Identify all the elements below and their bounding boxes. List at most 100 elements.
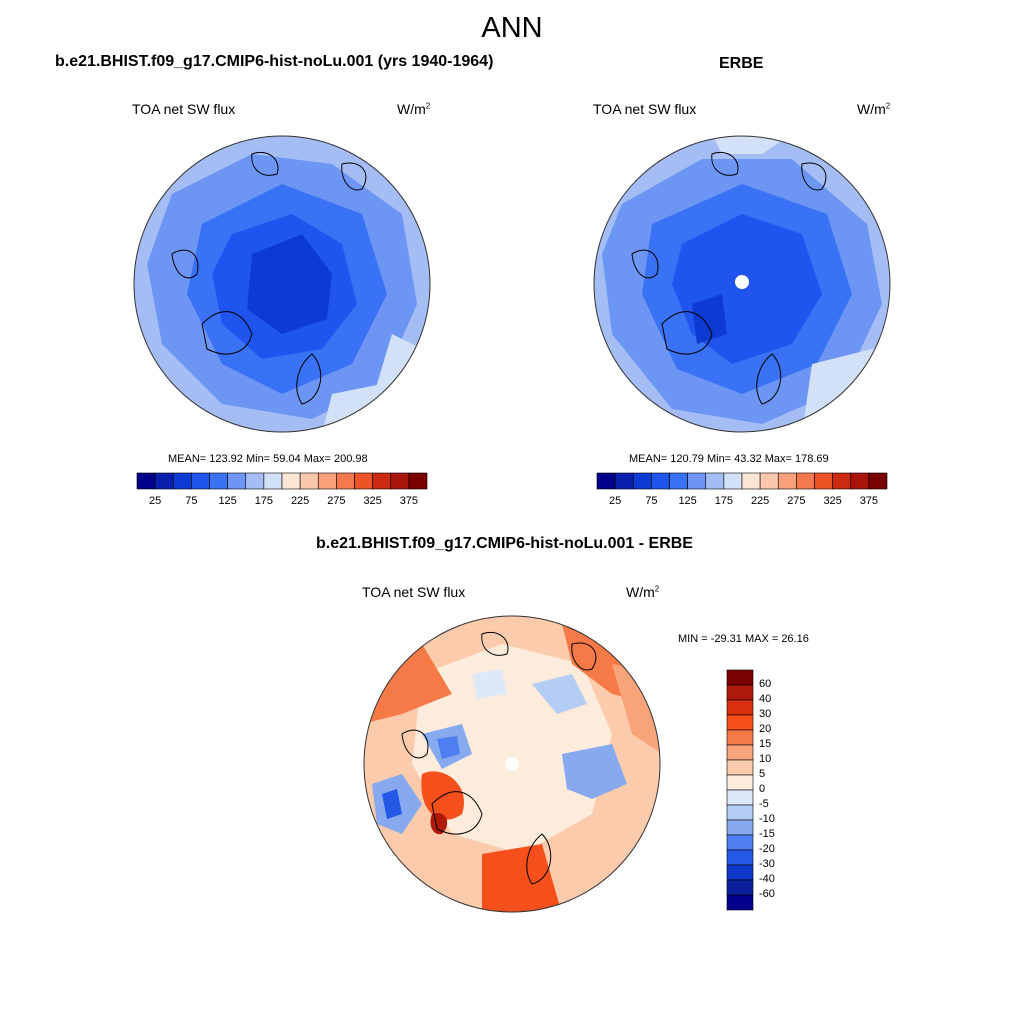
colorbar-tick-label: 5 — [759, 768, 766, 780]
colorbar-swatch — [191, 472, 210, 490]
colorbar-swatch — [227, 472, 247, 490]
colorbar-swatch — [245, 472, 265, 490]
colorbar-swatch — [651, 472, 670, 490]
panel-2-variable-label: TOA net SW flux — [593, 101, 697, 117]
colorbar-swatch — [705, 472, 725, 490]
colorbar-swatch — [669, 472, 688, 490]
colorbar-tick-label: -15 — [759, 828, 775, 840]
colorbar-tick-label: -30 — [759, 858, 775, 870]
colorbar-swatch — [726, 774, 754, 791]
panel-1-units: W/m2 — [397, 101, 431, 117]
colorbar-swatch — [726, 669, 754, 686]
panel-2-colorbar — [596, 472, 888, 490]
panel-1-variable-label: TOA net SW flux — [132, 101, 236, 117]
colorbar-tick-label: 20 — [759, 723, 772, 735]
colorbar-swatch — [336, 472, 355, 490]
colorbar-tick-label: 275 — [327, 495, 346, 507]
colorbar-tick-label: -40 — [759, 873, 775, 885]
colorbar-tick-label: 225 — [750, 495, 770, 507]
panel-1-colorbar — [136, 472, 428, 490]
colorbar-swatch — [726, 684, 754, 701]
colorbar-swatch — [209, 472, 228, 490]
colorbar-swatch — [263, 472, 283, 490]
panel-1-polar-map — [133, 135, 431, 433]
colorbar-tick-label: 75 — [645, 495, 658, 507]
colorbar-swatch — [759, 472, 779, 490]
panel-1-title: b.e21.BHIST.f09_g17.CMIP6-hist-noLu.001 … — [55, 53, 494, 70]
colorbar-swatch — [723, 472, 743, 490]
colorbar-swatch — [726, 744, 754, 761]
panel-3-variable-label: TOA net SW flux — [362, 584, 466, 600]
colorbar-swatch — [726, 699, 754, 716]
panel-3-colorbar-labels: 60 40 30 20 15 10 5 0 -5 -10 -15 -20 -30 -40 -60 — [759, 670, 799, 910]
colorbar-swatch — [726, 864, 754, 881]
panel-3-units: W/m2 — [626, 584, 660, 600]
colorbar-tick-label: 60 — [759, 678, 772, 690]
colorbar-tick-label: 175 — [254, 495, 274, 507]
colorbar-tick-label: 15 — [759, 738, 772, 750]
panel-3-stats: MIN = -29.31 MAX = 26.16 — [678, 633, 809, 645]
colorbar-swatch — [154, 472, 174, 490]
colorbar-swatch — [390, 472, 410, 490]
colorbar-tick-label: -20 — [759, 843, 775, 855]
colorbar-swatch — [726, 804, 754, 821]
colorbar-swatch — [796, 472, 815, 490]
panel-2-stats: MEAN= 120.79 Min= 43.32 Max= 178.69 — [629, 453, 829, 465]
colorbar-swatch — [614, 472, 634, 490]
colorbar-swatch — [408, 472, 428, 490]
colorbar-swatch — [726, 729, 754, 746]
colorbar-swatch — [726, 834, 754, 851]
colorbar-tick-label: 325 — [823, 495, 842, 507]
colorbar-swatch — [632, 472, 652, 490]
colorbar-swatch — [172, 472, 192, 490]
colorbar-swatch — [832, 472, 852, 490]
colorbar-swatch — [850, 472, 870, 490]
panel-1-stats: MEAN= 123.92 Min= 59.04 Max= 200.98 — [168, 453, 368, 465]
colorbar-swatch — [726, 879, 754, 896]
colorbar-swatch — [868, 472, 888, 490]
panel-2-polar-map — [593, 135, 891, 433]
colorbar-swatch — [596, 472, 616, 490]
colorbar-swatch — [777, 472, 797, 490]
colorbar-tick-label: 0 — [759, 783, 766, 795]
colorbar-swatch — [317, 472, 337, 490]
colorbar-tick-label: 125 — [678, 495, 697, 507]
figure-title: ANN — [481, 12, 543, 44]
panel-2-title: ERBE — [719, 55, 764, 72]
colorbar-tick-label: 175 — [714, 495, 734, 507]
colorbar-tick-label: 225 — [290, 495, 310, 507]
colorbar-swatch — [814, 472, 833, 490]
panel-3-polar-map — [363, 615, 661, 913]
colorbar-tick-label: 375 — [859, 495, 879, 507]
panel-3-colorbar — [726, 669, 754, 911]
colorbar-tick-label: 10 — [759, 753, 772, 765]
colorbar-tick-label: 125 — [218, 495, 237, 507]
colorbar-tick-label: -10 — [759, 813, 775, 825]
colorbar-tick-label: 275 — [787, 495, 806, 507]
colorbar-tick-label: 325 — [363, 495, 382, 507]
colorbar-swatch — [299, 472, 319, 490]
colorbar-tick-label: 25 — [149, 495, 162, 507]
colorbar-swatch — [726, 759, 754, 776]
colorbar-swatch — [726, 894, 754, 911]
colorbar-tick-label: -60 — [759, 888, 775, 900]
colorbar-tick-label: 30 — [759, 708, 772, 720]
colorbar-swatch — [372, 472, 392, 490]
colorbar-swatch — [354, 472, 373, 490]
panel-2-units: W/m2 — [857, 101, 891, 117]
colorbar-tick-label: 375 — [399, 495, 419, 507]
colorbar-tick-label: -5 — [759, 798, 769, 810]
colorbar-tick-label: 75 — [185, 495, 198, 507]
colorbar-swatch — [726, 714, 754, 731]
colorbar-tick-label: 40 — [759, 693, 772, 705]
colorbar-swatch — [687, 472, 707, 490]
colorbar-swatch — [726, 789, 754, 806]
colorbar-swatch — [726, 819, 754, 836]
colorbar-swatch — [741, 472, 761, 490]
panel-2-colorbar-labels: 25 75 125 175 225 275 325 375 — [597, 495, 887, 509]
panel-1-colorbar-labels: 25 75 125 175 225 275 325 375 — [137, 495, 427, 509]
colorbar-swatch — [136, 472, 156, 490]
colorbar-tick-label: 25 — [609, 495, 622, 507]
panel-3-title: b.e21.BHIST.f09_g17.CMIP6-hist-noLu.001 … — [316, 535, 693, 552]
colorbar-swatch — [726, 849, 754, 866]
